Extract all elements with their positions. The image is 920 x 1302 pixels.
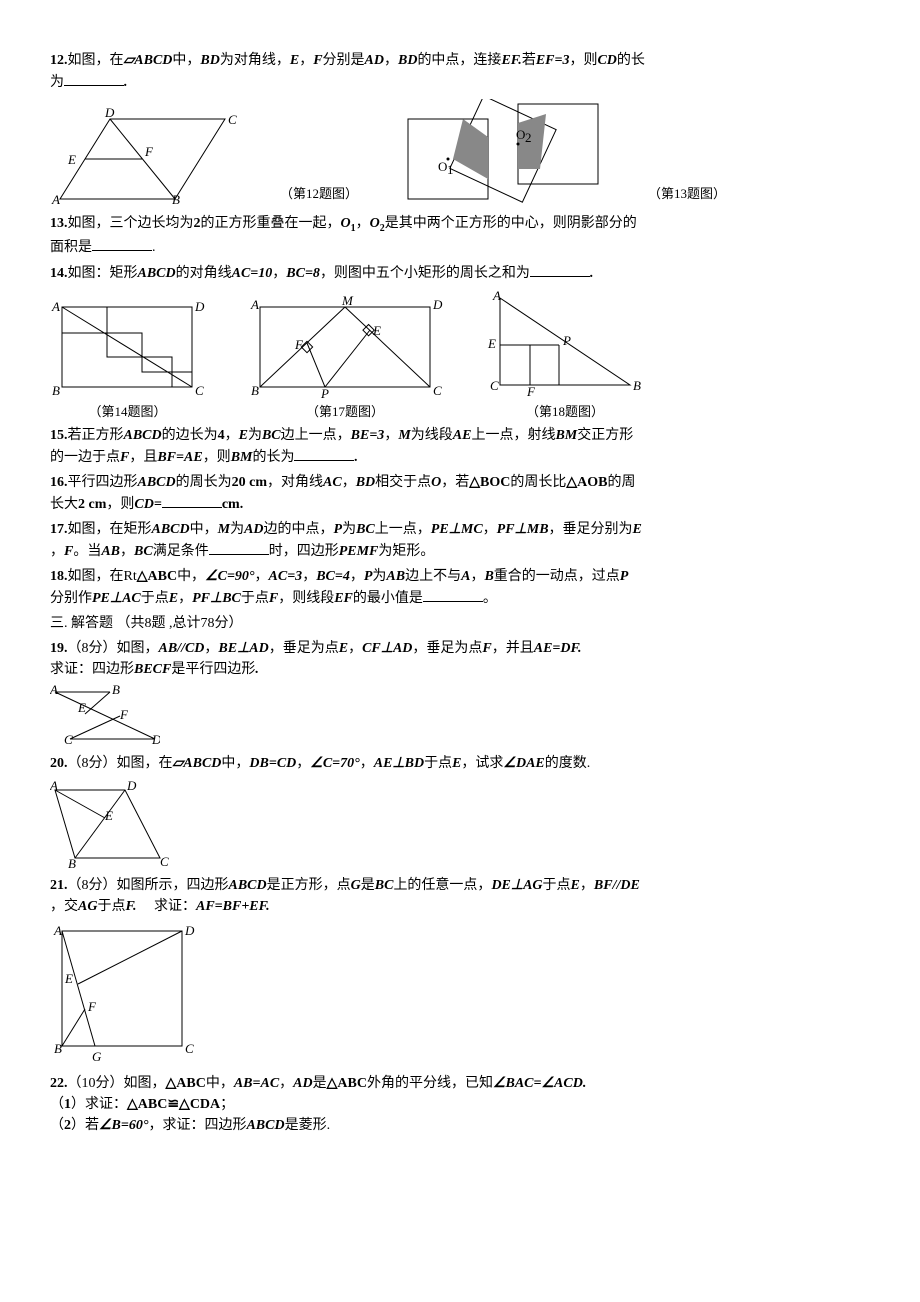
svg-text:C: C [228, 112, 237, 127]
figure-row-14-17-18: A D B C （第14题图） A M D B P C F E （第17题图） [50, 290, 870, 422]
q12-num: 12. [50, 53, 68, 68]
svg-text:E: E [372, 323, 381, 338]
svg-text:B: B [54, 1041, 62, 1056]
figure-17-svg: A M D B P C F E [245, 295, 445, 400]
svg-text:B: B [52, 383, 60, 398]
figure-row-12-13: A B C D E F （第12题图） O1 O2 （第13题图） [50, 99, 870, 209]
section-3-header: 三. 解答题 （共8题 ,总计78分） [50, 613, 870, 634]
svg-text:O: O [438, 159, 447, 174]
svg-text:C: C [490, 378, 499, 393]
svg-text:E: E [64, 971, 73, 986]
svg-text:G: G [92, 1049, 102, 1064]
figure-12-svg: A B C D E F [50, 104, 240, 209]
svg-text:2: 2 [525, 130, 532, 145]
blank [423, 587, 483, 602]
svg-text:D: D [432, 297, 443, 312]
svg-text:P: P [562, 333, 571, 348]
svg-text:D: D [126, 778, 137, 793]
svg-text:E: E [77, 700, 86, 715]
question-17: 17.如图，在矩形ABCD中，M为AD边的中点，P为BC上一点，PE⊥MC，PF… [50, 519, 870, 562]
svg-text:C: C [433, 383, 442, 398]
svg-text:B: B [251, 383, 259, 398]
figure-13: O1 O2 [398, 99, 608, 209]
svg-text:A: A [492, 290, 501, 303]
figure-13-svg: O1 O2 [398, 99, 608, 209]
blank [530, 262, 590, 277]
figure-12: A B C D E F [50, 104, 240, 209]
caption-13: （第13题图） [648, 184, 726, 204]
svg-text:O: O [516, 127, 525, 142]
question-16: 16.平行四边形ABCD的周长为20 cm，对角线AC，BD相交于点O，若△BO… [50, 472, 870, 515]
svg-text:C: C [185, 1041, 194, 1056]
figure-14-svg: A D B C [50, 295, 205, 400]
svg-text:D: D [184, 923, 195, 938]
question-19: 19.（8分）如图，AB//CD，BE⊥AD，垂足为点E，CF⊥AD，垂足为点F… [50, 638, 870, 680]
figure-20-svg: A D B C E [50, 778, 170, 868]
question-20: 20.（8分）如图，在▱ABCD中，DB=CD，∠C=70°，AE⊥BD于点E，… [50, 753, 870, 774]
question-15: 15.若正方形ABCD的边长为4，E为BC边上一点，BE=3，M为线段AE上一点… [50, 425, 870, 468]
caption-14: （第14题图） [88, 402, 166, 422]
svg-text:F: F [144, 144, 154, 159]
svg-text:M: M [341, 295, 354, 308]
svg-text:A: A [50, 684, 58, 697]
svg-text:B: B [68, 856, 76, 868]
svg-text:B: B [172, 192, 180, 207]
figure-17: A M D B P C F E （第17题图） [245, 295, 445, 422]
svg-text:A: A [51, 192, 60, 207]
q13-num: 13. [50, 216, 68, 231]
svg-text:A: A [53, 923, 62, 938]
question-21: 21.（8分）如图所示，四边形ABCD是正方形，点G是BC上的任意一点，DE⊥A… [50, 875, 870, 917]
blank [209, 540, 269, 555]
svg-text:E: E [67, 152, 76, 167]
svg-text:A: A [51, 299, 60, 314]
figure-18: A B C E P F （第18题图） [485, 290, 645, 422]
svg-text:B: B [112, 684, 120, 697]
svg-text:F: F [294, 337, 304, 352]
question-22: 22.（10分）如图，△ABC中，AB=AC，AD是△ABC外角的平分线，已知∠… [50, 1073, 870, 1136]
svg-text:A: A [50, 778, 58, 793]
blank [64, 71, 124, 86]
figure-18-svg: A B C E P F [485, 290, 645, 400]
svg-text:D: D [151, 732, 160, 746]
svg-text:E: E [104, 808, 113, 823]
svg-text:E: E [487, 336, 496, 351]
blank [92, 236, 152, 251]
question-13: 13.如图，三个边长均为2的正方形重叠在一起，O1，O2是其中两个正方形的中心，… [50, 213, 870, 258]
svg-text:1: 1 [447, 162, 454, 177]
svg-text:F: F [87, 999, 97, 1014]
svg-text:D: D [104, 105, 115, 120]
svg-text:F: F [119, 707, 129, 722]
figure-19-svg: A B C D E F [50, 684, 160, 746]
question-18: 18.如图，在Rt△ABC中，∠C=90°，AC=3，BC=4，P为AB边上不与… [50, 566, 870, 609]
svg-text:A: A [250, 297, 259, 312]
question-12: 12.如图，在▱ABCD中，BD为对角线，E，F分别是AD，BD的中点，连接EF… [50, 50, 870, 93]
caption-18: （第18题图） [526, 402, 604, 422]
q14-num: 14. [50, 266, 68, 281]
svg-text:F: F [526, 384, 536, 399]
figure-14: A D B C （第14题图） [50, 295, 205, 422]
svg-text:B: B [633, 378, 641, 393]
svg-text:C: C [195, 383, 204, 398]
svg-text:D: D [194, 299, 205, 314]
svg-text:P: P [320, 386, 329, 400]
blank [162, 493, 222, 508]
question-14: 14.如图：矩形ABCD的对角线AC=10，BC=8，则图中五个小矩形的周长之和… [50, 262, 870, 284]
figure-21-svg: A D B C G E F [50, 921, 200, 1066]
svg-text:C: C [160, 854, 169, 868]
blank [294, 446, 354, 461]
svg-text:C: C [64, 732, 73, 746]
caption-17: （第17题图） [306, 402, 384, 422]
caption-12: （第12题图） [280, 184, 358, 204]
